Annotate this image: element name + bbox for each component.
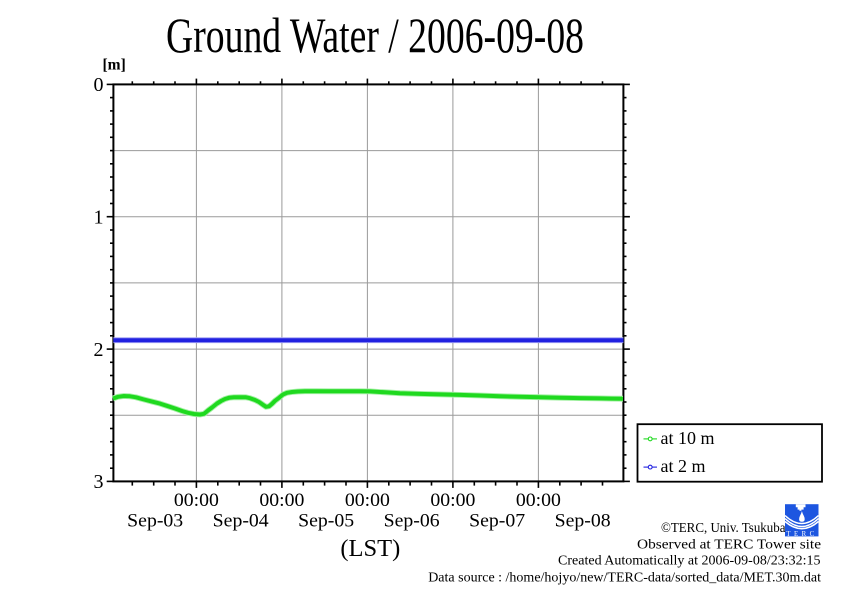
svg-text:Observed at TERC Tower site: Observed at TERC Tower site xyxy=(637,538,821,553)
svg-text:at 10 m: at 10 m xyxy=(661,428,715,448)
svg-text:3: 3 xyxy=(94,471,104,493)
svg-text:00:00: 00:00 xyxy=(174,491,219,511)
svg-text:©TERC, Univ. Tsukuba: ©TERC, Univ. Tsukuba xyxy=(661,521,786,536)
svg-text:Sep-04: Sep-04 xyxy=(213,512,269,532)
svg-text:Sep-03: Sep-03 xyxy=(127,512,183,532)
svg-text:Created Automatically at 2006-: Created Automatically at 2006-09-08/23:3… xyxy=(558,554,820,569)
svg-text:at 2 m: at 2 m xyxy=(661,456,706,476)
svg-text:Sep-05: Sep-05 xyxy=(298,512,354,532)
svg-text:[m]: [m] xyxy=(103,57,126,74)
svg-text:Sep-08: Sep-08 xyxy=(555,512,611,532)
svg-text:00:00: 00:00 xyxy=(430,491,475,511)
svg-text:(LST): (LST) xyxy=(340,535,400,562)
svg-text:TERC: TERC xyxy=(786,531,818,538)
svg-text:Sep-06: Sep-06 xyxy=(384,512,440,532)
svg-text:Data source : /home/hojyo/new/: Data source : /home/hojyo/new/TERC-data/… xyxy=(428,571,821,586)
svg-text:00:00: 00:00 xyxy=(345,491,390,511)
svg-text:00:00: 00:00 xyxy=(516,491,561,511)
svg-text:00:00: 00:00 xyxy=(259,491,304,511)
svg-text:2: 2 xyxy=(94,339,104,361)
svg-text:Ground Water / 2006-09-08: Ground Water / 2006-09-08 xyxy=(166,7,584,63)
svg-text:Sep-07: Sep-07 xyxy=(469,512,525,532)
svg-text:0: 0 xyxy=(94,74,104,96)
svg-text:1: 1 xyxy=(94,207,104,229)
